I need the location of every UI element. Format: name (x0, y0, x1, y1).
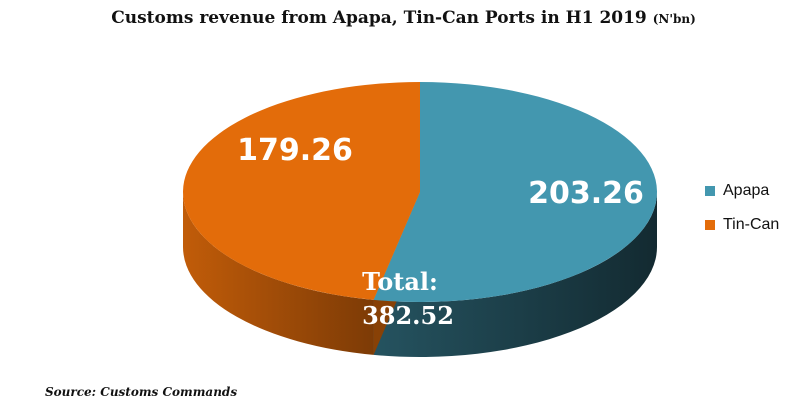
legend-label-tin-can: Tin-Can (723, 216, 780, 233)
slice-value-label-apapa: 203.26 (528, 176, 644, 211)
legend-swatch-apapa (705, 186, 715, 196)
pie-side-apapa (373, 192, 657, 357)
legend-item-tin-can: Tin-Can (705, 208, 779, 242)
pie-slice-tin-can (182, 82, 420, 300)
pie-side-tin-can (183, 192, 374, 355)
total-value: 382.52 (362, 301, 454, 330)
chart-title-unit: (N'bn) (652, 12, 696, 26)
legend-label-apapa: Apapa (723, 182, 770, 199)
chart-title: Customs revenue from Apapa, Tin-Can Port… (0, 8, 807, 28)
legend-item-apapa: Apapa (705, 174, 779, 208)
pie-slice-apapa (373, 82, 657, 302)
source-note: Source: Customs Commands (45, 385, 238, 399)
chart-title-text: Customs revenue from Apapa, Tin-Can Port… (111, 8, 647, 28)
slice-value-label-tin-can: 179.26 (237, 133, 353, 168)
legend-swatch-tin-can (705, 220, 715, 230)
chart-legend: Apapa Tin-Can (705, 174, 779, 242)
total-label: Total: (362, 267, 438, 296)
